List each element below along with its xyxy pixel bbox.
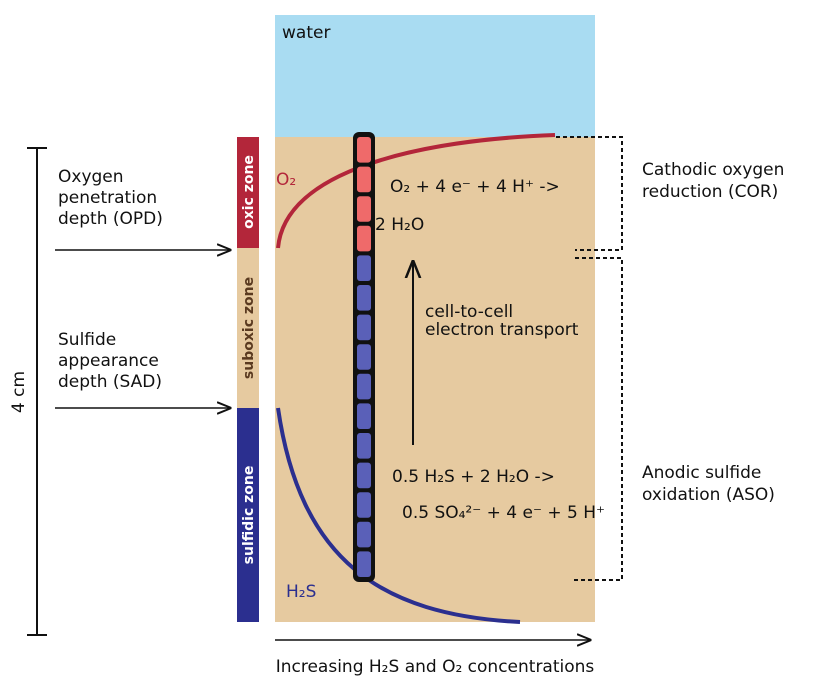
cable-cell <box>357 462 371 489</box>
cable-cell <box>357 225 371 252</box>
cable-cell <box>357 285 371 311</box>
cable-cell <box>357 492 371 518</box>
cor-bracket <box>556 136 623 251</box>
anode-reaction: 0.5 H₂S + 2 H₂O -> 0.5 SO₄²⁻ + 4 e⁻ + 5 H… <box>392 467 605 523</box>
sad-label: Sulfide appearance depth (SAD) <box>58 330 162 392</box>
cable-cell <box>357 551 371 577</box>
cable-cell <box>357 403 371 429</box>
water-label: water <box>282 23 330 43</box>
aso-label: Anodic sulfide oxidation (ASO) <box>642 463 775 505</box>
scale-label: 4 cm <box>9 371 29 413</box>
sulfidic-bar <box>237 408 259 622</box>
cable-cell <box>357 314 371 341</box>
x-axis-label: Increasing H₂S and O₂ concentrations <box>276 657 595 677</box>
oxygen-label: O₂ <box>276 170 296 190</box>
cable-cell <box>357 137 371 163</box>
suboxic-label: suboxic zone <box>241 277 257 379</box>
oxic-bar <box>237 137 259 248</box>
sulfide-label: H₂S <box>286 582 316 602</box>
cathode-reaction: O₂ + 4 e⁻ + 4 H⁺ -> 2 H₂O <box>375 177 560 235</box>
sediment <box>275 137 595 622</box>
transport-label: cell-to-cell electron transport <box>425 302 579 340</box>
cable-cell <box>357 255 371 281</box>
oxic-label: oxic zone <box>241 155 257 229</box>
suboxic-bar <box>237 248 259 408</box>
cor-label: Cathodic oxygen reduction (COR) <box>642 160 784 202</box>
cable-cell <box>357 196 371 222</box>
cable-bacterium <box>353 132 375 582</box>
water-layer <box>275 15 595 137</box>
cable-cell <box>357 373 371 400</box>
cable-cell <box>357 344 371 370</box>
cable-cell <box>357 521 371 548</box>
cable-cell <box>357 166 371 193</box>
cable-cell <box>357 433 371 459</box>
aso-bracket <box>572 257 623 581</box>
sulfidic-label: sulfidic zone <box>241 466 257 565</box>
opd-label: Oxygen penetration depth (OPD) <box>58 167 163 229</box>
